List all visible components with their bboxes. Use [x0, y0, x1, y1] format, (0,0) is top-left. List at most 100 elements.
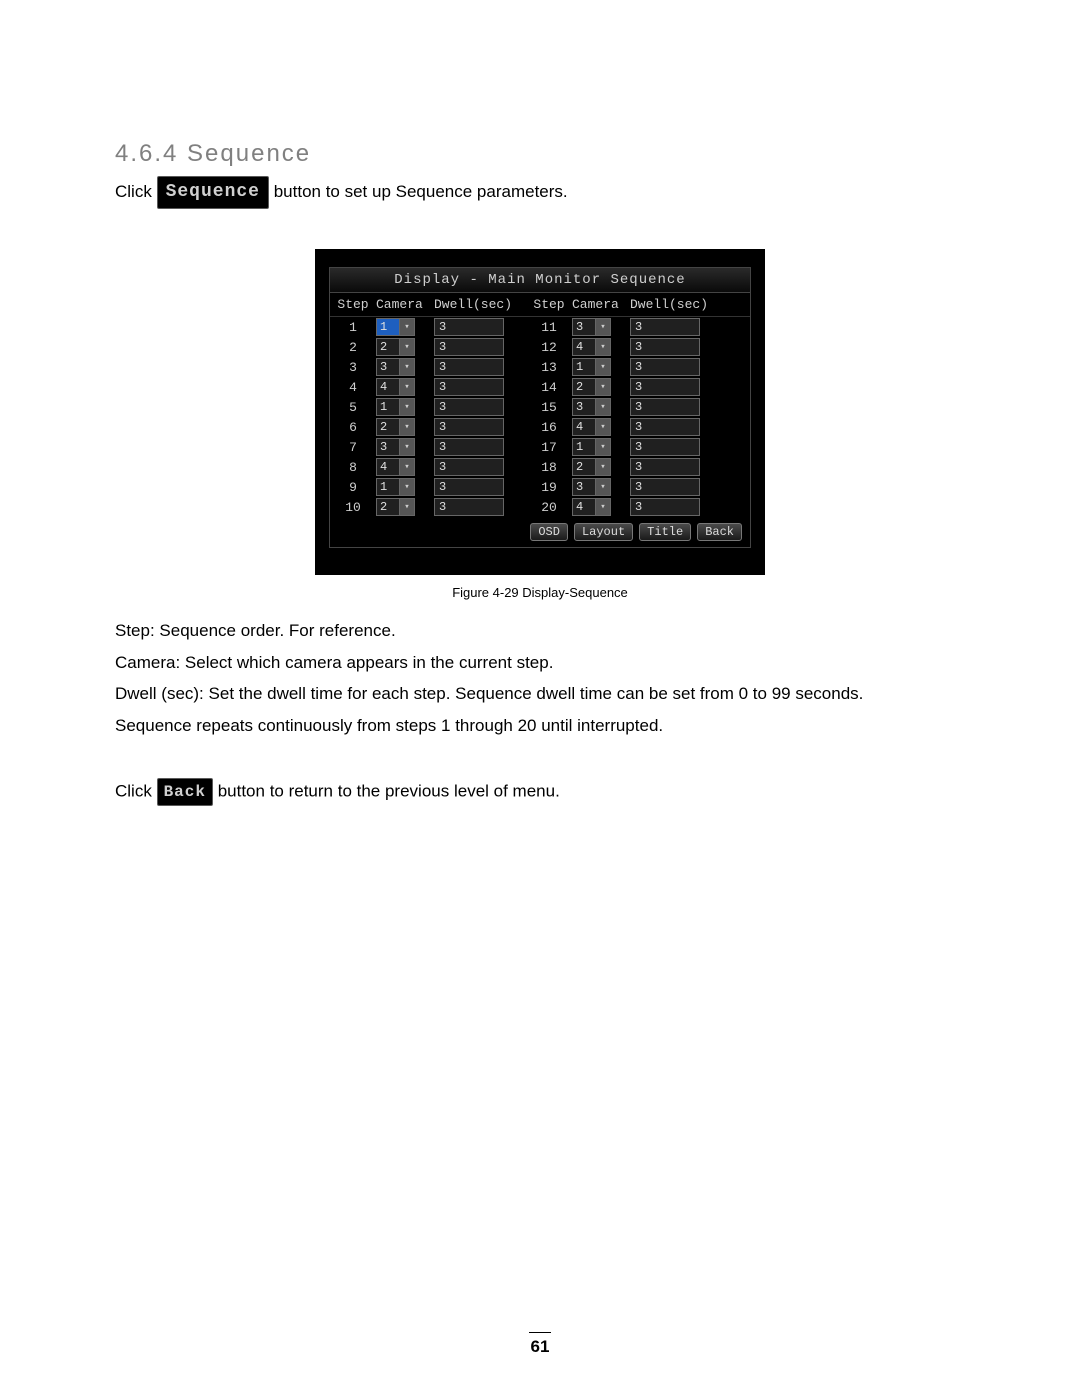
- dwell-input[interactable]: 3: [434, 498, 504, 516]
- step-cell: 14: [526, 380, 572, 395]
- chevron-down-icon: ▾: [399, 319, 414, 335]
- dwell-input[interactable]: 3: [630, 498, 700, 516]
- camera-select[interactable]: 4▾: [376, 458, 415, 476]
- sequence-button[interactable]: Sequence: [157, 176, 269, 209]
- camera-select[interactable]: 4▾: [376, 378, 415, 396]
- step-cell: 10: [330, 500, 376, 515]
- step-cell: 12: [526, 340, 572, 355]
- step-cell: 16: [526, 420, 572, 435]
- camera-value: 3: [573, 399, 595, 415]
- dwell-input[interactable]: 3: [434, 478, 504, 496]
- chevron-down-icon: ▾: [399, 419, 414, 435]
- layout-button[interactable]: Layout: [574, 523, 633, 541]
- dwell-input[interactable]: 3: [630, 458, 700, 476]
- header-step2: Step: [526, 297, 572, 312]
- camera-select[interactable]: 1▾: [376, 318, 415, 336]
- step-cell: 20: [526, 500, 572, 515]
- camera-value: 2: [573, 459, 595, 475]
- title-button[interactable]: Title: [639, 523, 691, 541]
- camera-cell: 1▾: [572, 438, 630, 456]
- chevron-down-icon: ▾: [595, 379, 610, 395]
- dwell-input[interactable]: 3: [434, 458, 504, 476]
- chevron-down-icon: ▾: [595, 419, 610, 435]
- table-row: 62▾3164▾3: [330, 417, 750, 437]
- camera-select[interactable]: 3▾: [376, 358, 415, 376]
- camera-value: 4: [573, 339, 595, 355]
- chevron-down-icon: ▾: [595, 459, 610, 475]
- def-dwell: Dwell (sec): Set the dwell time for each…: [115, 681, 965, 707]
- chevron-down-icon: ▾: [399, 339, 414, 355]
- dialog-title: Display - Main Monitor Sequence: [330, 268, 750, 293]
- step-cell: 9: [330, 480, 376, 495]
- header-camera2: Camera: [572, 297, 630, 312]
- camera-select[interactable]: 2▾: [572, 458, 611, 476]
- camera-value: 2: [377, 419, 399, 435]
- camera-select[interactable]: 4▾: [572, 338, 611, 356]
- chevron-down-icon: ▾: [595, 499, 610, 515]
- dwell-input[interactable]: 3: [630, 378, 700, 396]
- back-button[interactable]: Back: [697, 523, 742, 541]
- def-camera-text: Select which camera appears in the curre…: [180, 653, 553, 672]
- camera-select[interactable]: 1▾: [572, 438, 611, 456]
- table-row: 44▾3142▾3: [330, 377, 750, 397]
- dwell-input[interactable]: 3: [434, 318, 504, 336]
- dwell-input[interactable]: 3: [630, 438, 700, 456]
- back-prefix: Click: [115, 781, 157, 800]
- dwell-cell: 3: [434, 418, 526, 436]
- camera-cell: 1▾: [376, 318, 434, 336]
- camera-select[interactable]: 4▾: [572, 498, 611, 516]
- camera-value: 1: [377, 399, 399, 415]
- step-cell: 13: [526, 360, 572, 375]
- camera-select[interactable]: 1▾: [572, 358, 611, 376]
- intro-line: Click Sequence button to set up Sequence…: [115, 176, 965, 209]
- dwell-input[interactable]: 3: [434, 378, 504, 396]
- camera-select[interactable]: 2▾: [572, 378, 611, 396]
- step-cell: 5: [330, 400, 376, 415]
- dwell-input[interactable]: 3: [630, 398, 700, 416]
- camera-select[interactable]: 3▾: [572, 398, 611, 416]
- camera-select[interactable]: 3▾: [376, 438, 415, 456]
- dwell-cell: 3: [434, 378, 526, 396]
- step-cell: 18: [526, 460, 572, 475]
- camera-select[interactable]: 2▾: [376, 418, 415, 436]
- dwell-input[interactable]: 3: [434, 438, 504, 456]
- dwell-input[interactable]: 3: [630, 318, 700, 336]
- camera-select[interactable]: 3▾: [572, 318, 611, 336]
- camera-select[interactable]: 1▾: [376, 398, 415, 416]
- dwell-input[interactable]: 3: [434, 418, 504, 436]
- dwell-cell: 3: [630, 458, 722, 476]
- section-heading: 4.6.4 Sequence: [115, 140, 965, 168]
- camera-cell: 2▾: [376, 338, 434, 356]
- camera-select[interactable]: 1▾: [376, 478, 415, 496]
- back-line: Click Back button to return to the previ…: [115, 778, 965, 806]
- table-row: 51▾3153▾3: [330, 397, 750, 417]
- page-number: 61: [0, 1332, 1080, 1357]
- def-dwell-text: Set the dwell time for each step. Sequen…: [204, 684, 864, 703]
- chevron-down-icon: ▾: [399, 439, 414, 455]
- dwell-cell: 3: [630, 418, 722, 436]
- dwell-input[interactable]: 3: [630, 358, 700, 376]
- camera-select[interactable]: 4▾: [572, 418, 611, 436]
- step-cell: 3: [330, 360, 376, 375]
- dwell-cell: 3: [630, 338, 722, 356]
- camera-select[interactable]: 2▾: [376, 338, 415, 356]
- step-cell: 1: [330, 320, 376, 335]
- dwell-input[interactable]: 3: [630, 478, 700, 496]
- back-inline-button[interactable]: Back: [157, 778, 213, 806]
- dwell-input[interactable]: 3: [630, 338, 700, 356]
- header-row: Step Camera Dwell(sec) Step Camera Dwell…: [330, 293, 750, 317]
- step-cell: 6: [330, 420, 376, 435]
- dwell-input[interactable]: 3: [434, 398, 504, 416]
- osd-button[interactable]: OSD: [530, 523, 568, 541]
- dwell-cell: 3: [630, 478, 722, 496]
- dwell-cell: 3: [630, 398, 722, 416]
- camera-select[interactable]: 3▾: [572, 478, 611, 496]
- dwell-input[interactable]: 3: [630, 418, 700, 436]
- dwell-cell: 3: [630, 498, 722, 516]
- dwell-input[interactable]: 3: [434, 358, 504, 376]
- camera-select[interactable]: 2▾: [376, 498, 415, 516]
- chevron-down-icon: ▾: [399, 459, 414, 475]
- dwell-input[interactable]: 3: [434, 338, 504, 356]
- chevron-down-icon: ▾: [399, 479, 414, 495]
- header-step: Step: [330, 297, 376, 312]
